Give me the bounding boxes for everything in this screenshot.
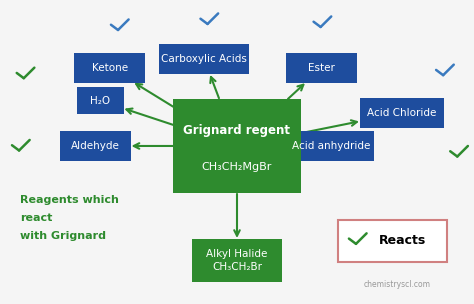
Text: Reagents which
react
with Grignard: Reagents which react with Grignard: [20, 195, 119, 241]
FancyBboxPatch shape: [74, 53, 145, 83]
FancyBboxPatch shape: [338, 220, 447, 262]
Text: H₂O: H₂O: [90, 96, 110, 106]
FancyBboxPatch shape: [159, 43, 249, 74]
Text: Reacts: Reacts: [379, 234, 427, 247]
Text: Alkyl Halide
CH₃CH₂Br: Alkyl Halide CH₃CH₂Br: [206, 249, 268, 272]
FancyBboxPatch shape: [289, 131, 374, 161]
FancyBboxPatch shape: [173, 99, 301, 193]
Text: Ketone: Ketone: [91, 63, 128, 73]
FancyBboxPatch shape: [60, 131, 131, 161]
Text: Carboxylic Acids: Carboxylic Acids: [161, 54, 247, 64]
Text: CH₃CH₂MgBr: CH₃CH₂MgBr: [202, 162, 272, 172]
FancyBboxPatch shape: [192, 239, 282, 282]
FancyBboxPatch shape: [77, 87, 124, 114]
Text: Grignard regent: Grignard regent: [183, 124, 291, 137]
Text: Acid Chloride: Acid Chloride: [367, 108, 437, 118]
Text: Acid anhydride: Acid anhydride: [292, 141, 371, 151]
Text: Aldehyde: Aldehyde: [71, 141, 120, 151]
Text: Ester: Ester: [309, 63, 335, 73]
FancyBboxPatch shape: [359, 98, 444, 128]
FancyBboxPatch shape: [286, 53, 357, 83]
Text: chemistryscl.com: chemistryscl.com: [364, 280, 431, 289]
